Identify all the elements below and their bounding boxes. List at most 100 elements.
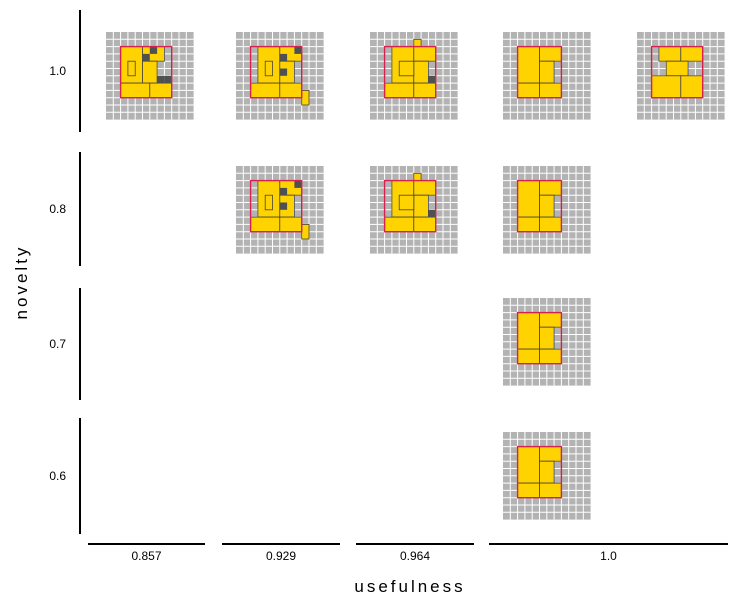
design-shape xyxy=(383,172,437,233)
design-shape xyxy=(249,45,310,106)
design-block xyxy=(279,216,303,233)
dark-cell xyxy=(157,75,165,84)
design-outline xyxy=(516,445,563,499)
design-block xyxy=(149,82,173,99)
design-outline xyxy=(650,45,704,99)
design-block-extra xyxy=(413,172,422,182)
design-block xyxy=(250,216,281,233)
design-block xyxy=(398,60,415,77)
design-thumbnails xyxy=(106,32,725,520)
y-tick-label: 0.8 xyxy=(49,202,66,216)
y-tick-label: 0.6 xyxy=(49,469,66,483)
design-thumbnail xyxy=(503,298,591,386)
design-block xyxy=(250,82,281,99)
design-shape xyxy=(516,311,563,365)
design-thumbnail xyxy=(236,166,324,254)
dark-cell xyxy=(294,46,302,54)
design-block xyxy=(120,82,151,99)
design-block xyxy=(517,216,540,233)
design-block xyxy=(127,60,136,77)
design-block xyxy=(517,446,540,484)
design-thumbnail xyxy=(370,32,458,120)
x-axis-title: usefulness xyxy=(354,577,465,596)
design-block xyxy=(384,82,415,99)
design-outline xyxy=(249,45,303,99)
x-tick-label: 0.964 xyxy=(400,549,430,563)
design-block xyxy=(142,60,158,84)
design-block xyxy=(264,60,273,77)
design-block xyxy=(539,312,562,328)
y-tick-label: 1.0 xyxy=(49,64,66,78)
axes: 0.857 0.929 0.964 1.0 1.0 0.8 0.7 0.6 xyxy=(49,10,728,563)
design-shape xyxy=(516,45,563,99)
dark-cell xyxy=(164,75,172,84)
design-block xyxy=(539,46,562,62)
design-block xyxy=(539,460,555,484)
design-thumbnail xyxy=(637,32,725,120)
design-block xyxy=(651,75,682,99)
design-outline xyxy=(383,179,437,233)
x-tick-label: 0.929 xyxy=(266,549,296,563)
design-block xyxy=(539,82,562,99)
dark-cell xyxy=(279,187,288,196)
dark-cell xyxy=(279,202,288,210)
design-block xyxy=(539,194,555,218)
design-block xyxy=(413,216,437,233)
design-block xyxy=(539,216,562,233)
design-block xyxy=(398,194,415,211)
design-block xyxy=(539,60,555,84)
dark-cell xyxy=(428,209,436,218)
design-block xyxy=(384,216,415,233)
design-shape xyxy=(249,179,310,240)
design-block xyxy=(517,180,540,218)
design-block xyxy=(539,348,562,365)
y-tick-label: 0.7 xyxy=(49,337,66,351)
design-thumbnail xyxy=(236,32,324,120)
dark-cell xyxy=(149,46,158,54)
design-block xyxy=(658,46,682,62)
design-outline xyxy=(516,179,563,233)
design-shape xyxy=(383,38,437,99)
design-shape xyxy=(516,179,563,233)
design-block xyxy=(413,60,429,84)
design-block xyxy=(680,75,704,99)
y-axis-title: novelty xyxy=(12,245,31,320)
design-block-extra xyxy=(301,90,310,106)
design-block xyxy=(413,46,437,62)
design-block xyxy=(665,60,689,77)
design-outline xyxy=(516,45,563,99)
design-block xyxy=(413,180,437,196)
design-block xyxy=(413,194,429,218)
design-block xyxy=(517,82,540,99)
design-outline xyxy=(249,179,303,233)
design-outline xyxy=(383,45,437,99)
design-shape xyxy=(650,45,704,99)
dark-cell xyxy=(428,75,436,84)
design-block xyxy=(264,194,273,211)
design-block xyxy=(517,482,540,499)
design-shape xyxy=(119,45,173,99)
design-thumbnail xyxy=(503,32,591,120)
design-outline xyxy=(119,45,173,99)
design-block xyxy=(517,312,540,350)
design-block xyxy=(539,446,562,462)
dark-cell xyxy=(142,53,150,62)
x-tick-label: 0.857 xyxy=(131,549,161,563)
design-outline xyxy=(516,311,563,365)
dark-cell xyxy=(294,180,302,188)
design-thumbnail xyxy=(370,166,458,254)
design-block-extra xyxy=(301,224,310,240)
design-thumbnail xyxy=(503,432,591,520)
design-block xyxy=(539,326,555,350)
dark-cell xyxy=(279,68,288,76)
design-shape xyxy=(516,445,563,499)
design-block xyxy=(517,46,540,84)
design-block xyxy=(413,82,437,99)
design-block xyxy=(680,46,704,62)
design-thumbnail xyxy=(106,32,194,120)
dark-cell xyxy=(279,53,288,62)
design-block xyxy=(279,82,303,99)
design-block xyxy=(539,180,562,196)
design-block xyxy=(539,482,562,499)
